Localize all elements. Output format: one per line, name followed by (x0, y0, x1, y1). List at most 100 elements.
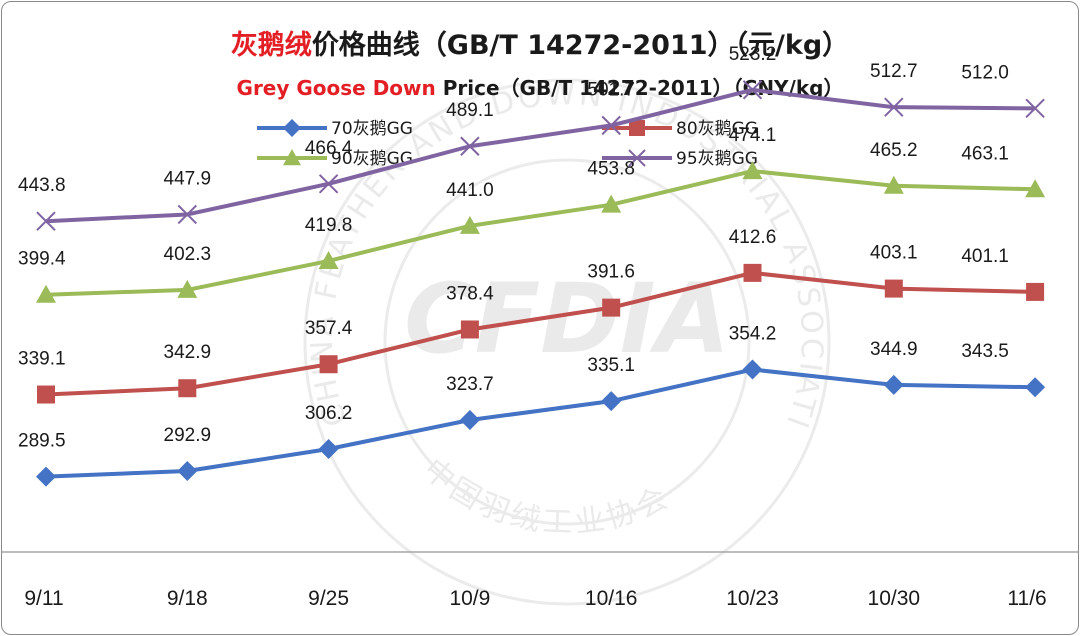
data-label: 443.8 (18, 175, 66, 196)
data-label: 474.1 (729, 125, 777, 146)
data-point-diamond (177, 460, 198, 481)
data-point-x (177, 204, 198, 225)
legend-item: 70灰鹅GG (257, 119, 413, 139)
data-point-square (319, 355, 338, 374)
data-label: 292.9 (164, 425, 212, 446)
data-label: 342.9 (164, 342, 212, 363)
data-label: 465.2 (870, 140, 918, 161)
watermark-outer-ring (303, 78, 831, 606)
data-point-triangle (601, 194, 622, 213)
data-label: 402.3 (164, 244, 212, 265)
data-point-square (460, 320, 479, 339)
legend-item: 80灰鹅GG (602, 119, 758, 139)
x-tick-label: 11/6 (1007, 587, 1046, 610)
data-label: 344.9 (870, 339, 918, 360)
series-group (36, 80, 1046, 487)
series-4 (36, 80, 1045, 231)
chart-title-text: 灰鹅绒价格曲线（GB/T 14272-2011）（元/kg） (231, 30, 849, 61)
data-label: 354.2 (729, 324, 777, 345)
data-label: 489.1 (446, 100, 494, 121)
data-label: 399.4 (18, 249, 66, 270)
data-point-x (1025, 98, 1045, 119)
data-label: 289.5 (18, 431, 66, 452)
data-point-square (178, 379, 197, 398)
data-label: 523.2 (729, 44, 777, 65)
chart-title-rest: 价格曲线（GB/T 14272-2011）（元/kg） (312, 30, 849, 61)
data-label: 401.1 (961, 246, 1009, 267)
data-point-square (629, 120, 645, 136)
chart-subtitle-red: Grey Goose Down (237, 76, 436, 100)
data-label: 378.4 (446, 283, 494, 304)
data-point-square (743, 263, 762, 282)
chart-subtitle-text: Grey Goose Down Price（GB/T 14272-2011）（C… (237, 76, 844, 100)
data-label: 466.4 (305, 138, 353, 159)
watermark-logo: CFDIA (404, 263, 730, 375)
legend-item: 90灰鹅GG (257, 149, 413, 169)
x-tick-label: 10/9 (449, 587, 490, 610)
data-point-triangle (283, 149, 301, 166)
x-tick-label: 9/11 (24, 587, 63, 610)
x-tick-label: 10/16 (585, 587, 638, 610)
data-point-x (601, 115, 621, 136)
data-point-diamond (742, 359, 763, 380)
data-label: 412.6 (729, 227, 777, 248)
data-point-diamond (459, 410, 480, 431)
data-point-triangle (883, 175, 904, 194)
data-label: 357.4 (305, 318, 353, 339)
data-label: 512.7 (870, 61, 918, 82)
data-point-x (884, 97, 904, 117)
x-tick-label: 10/30 (868, 587, 921, 610)
data-point-diamond (883, 374, 904, 395)
legend: 70灰鹅GG 80灰鹅GG 90灰鹅GG 95灰鹅GG (257, 119, 758, 169)
series-line (45, 270, 1036, 397)
data-label: 463.1 (961, 143, 1009, 164)
data-point-diamond (36, 466, 56, 487)
data-point-triangle (36, 284, 56, 303)
data-label: 391.6 (587, 262, 635, 283)
series-line (45, 367, 1036, 479)
data-point-triangle (177, 279, 198, 298)
x-tick-label: 9/25 (308, 587, 349, 610)
watermark-inner-ring (383, 158, 751, 526)
legend-label: 95灰鹅GG (676, 149, 758, 169)
chart-subtitle-rest: Price（GB/T 14272-2011）（CNY/kg） (436, 76, 844, 100)
data-point-triangle (1025, 179, 1046, 198)
data-label: 323.7 (446, 374, 494, 395)
data-label: 447.9 (164, 168, 212, 189)
data-label: 403.1 (870, 243, 918, 264)
x-tick-label: 9/18 (167, 587, 208, 610)
data-label: 512.0 (961, 62, 1009, 83)
series-1 (36, 359, 1046, 487)
legend-label: 90灰鹅GG (331, 149, 413, 169)
data-point-x (628, 149, 646, 167)
data-label: 419.8 (305, 215, 353, 236)
x-tick-label: 10/23 (726, 587, 779, 610)
data-point-square (1026, 282, 1045, 301)
legend-label: 80灰鹅GG (676, 119, 758, 139)
data-point-triangle (318, 250, 339, 269)
data-point-diamond (318, 438, 339, 459)
data-point-square (602, 298, 621, 317)
data-point-square (37, 385, 55, 404)
data-label: 441.0 (446, 180, 494, 201)
chart-title: 灰鹅绒价格曲线（GB/T 14272-2011）（元/kg） Grey Goos… (231, 30, 849, 100)
series-3 (36, 161, 1046, 303)
data-label: 339.1 (18, 349, 66, 370)
data-labels: 289.5 292.9 306.2 323.7 335.1 354.2 344.9 343.5… (18, 44, 1009, 452)
data-point-diamond (1025, 377, 1046, 398)
series-line (45, 169, 1036, 297)
series-2 (37, 263, 1045, 404)
data-point-x (742, 80, 763, 100)
data-label: 453.8 (587, 159, 635, 180)
legend-label: 70灰鹅GG (331, 119, 413, 139)
data-label: 501.7 (587, 79, 635, 100)
series-line (45, 87, 1036, 224)
chart-title-red: 灰鹅绒 (231, 30, 312, 61)
data-point-diamond (283, 119, 301, 137)
data-point-x (318, 174, 339, 194)
data-point-diamond (601, 391, 622, 412)
data-point-triangle (459, 215, 480, 234)
data-point-x (36, 211, 56, 231)
data-label: 343.5 (961, 341, 1009, 362)
